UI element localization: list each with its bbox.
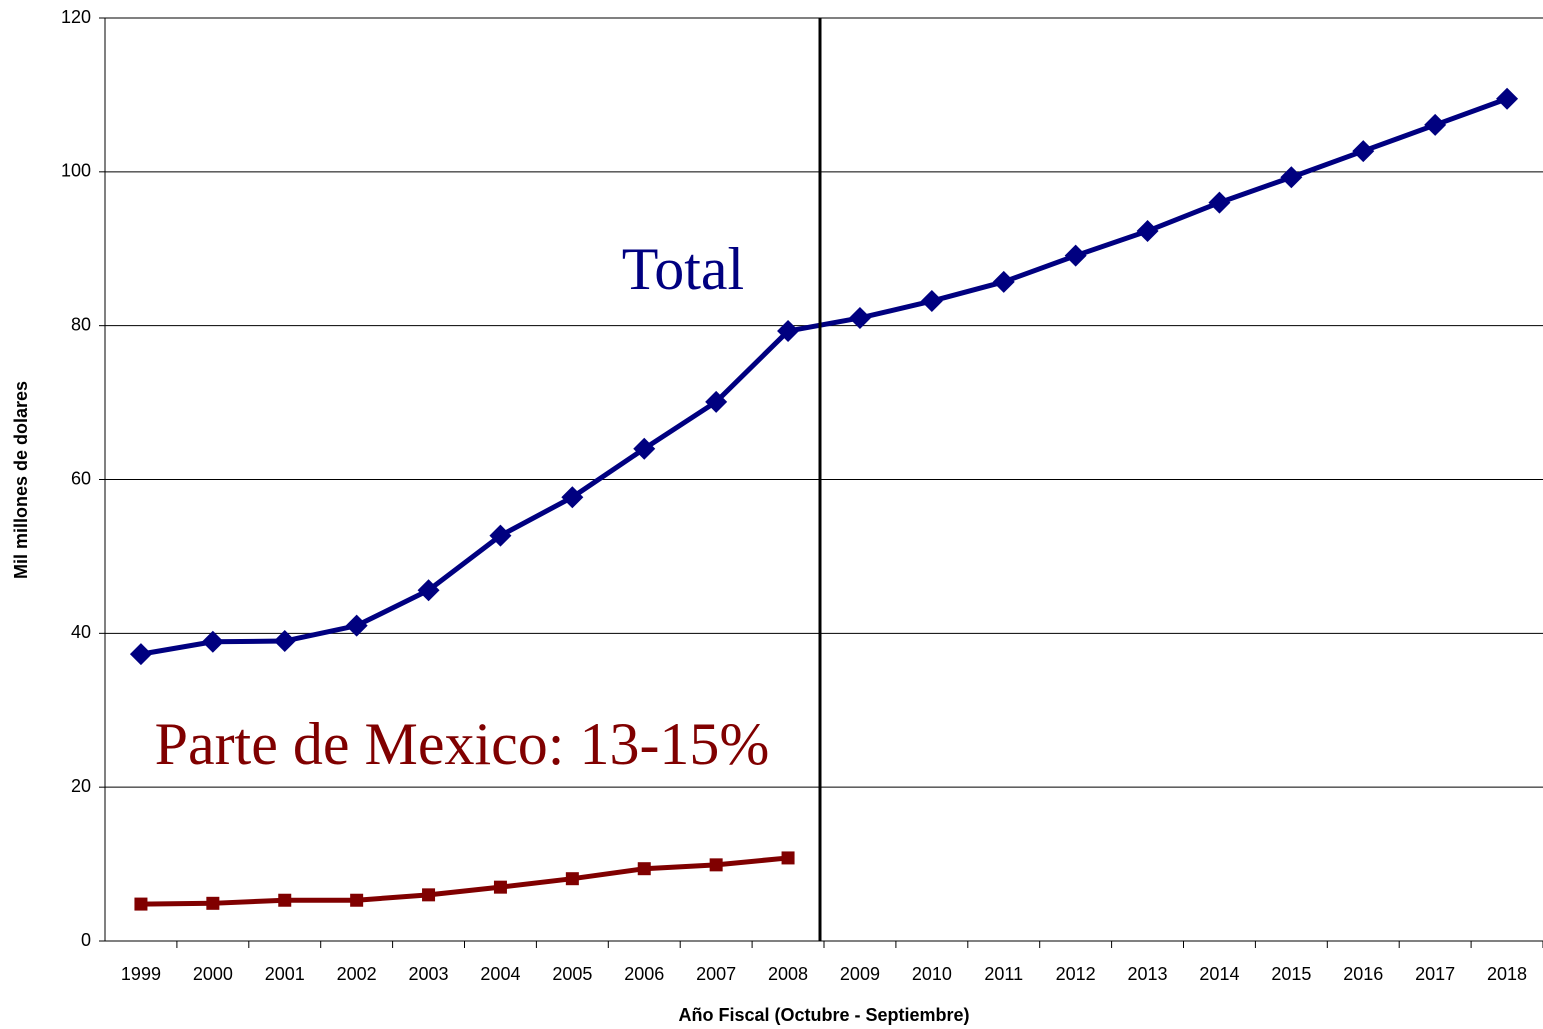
marker — [1352, 140, 1375, 163]
marker — [350, 893, 364, 907]
marker — [561, 486, 584, 509]
x-tick-label: 2005 — [552, 964, 592, 984]
marker — [920, 290, 943, 313]
x-tick-label: 2016 — [1343, 964, 1383, 984]
marker — [781, 851, 795, 865]
x-tick-label: 2009 — [840, 964, 880, 984]
x-tick-label: 2008 — [768, 964, 808, 984]
marker — [1208, 191, 1231, 214]
marker — [129, 643, 152, 666]
y-tick-label: 0 — [81, 930, 91, 950]
marker — [1136, 220, 1159, 243]
marker — [848, 306, 871, 329]
y-tick-label: 40 — [71, 622, 91, 642]
marker — [134, 897, 148, 911]
marker — [417, 579, 440, 602]
marker — [637, 862, 651, 876]
marker — [493, 880, 507, 894]
series-label: Total — [622, 236, 744, 302]
marker — [201, 630, 224, 653]
y-tick-label: 120 — [61, 7, 91, 27]
marker — [705, 390, 728, 413]
marker — [565, 872, 579, 886]
y-tick-label: 60 — [71, 468, 91, 488]
marker — [777, 320, 800, 343]
x-tick-label: 2014 — [1199, 964, 1239, 984]
x-tick-label: 2001 — [265, 964, 305, 984]
x-tick-label: 2015 — [1271, 964, 1311, 984]
series-line — [140, 96, 1508, 657]
x-tick-label: 2012 — [1056, 964, 1096, 984]
marker — [278, 893, 292, 907]
y-tick-label: 80 — [71, 314, 91, 334]
marker — [489, 524, 512, 547]
marker — [992, 270, 1015, 293]
marker — [1064, 244, 1087, 267]
x-tick-label: 2002 — [337, 964, 377, 984]
y-axis-label: Mil millones de dolares — [11, 381, 31, 579]
x-tick-label: 2013 — [1128, 964, 1168, 984]
x-tick-label: 1999 — [121, 964, 161, 984]
marker — [709, 858, 723, 872]
x-axis-label: Año Fiscal (Octubre - Septiembre) — [678, 1005, 969, 1025]
y-tick-label: 20 — [71, 776, 91, 796]
series-label: Parte de Mexico: 13-15% — [155, 711, 770, 777]
marker — [633, 437, 656, 460]
x-tick-label: 2006 — [624, 964, 664, 984]
series-line — [140, 855, 789, 907]
x-tick-label: 2000 — [193, 964, 233, 984]
x-tick-label: 2004 — [480, 964, 520, 984]
x-tick-label: 2017 — [1415, 964, 1455, 984]
marker — [1496, 87, 1519, 110]
marker — [1424, 113, 1447, 136]
x-tick-label: 2011 — [984, 964, 1023, 984]
x-tick-label: 2010 — [912, 964, 952, 984]
marker — [273, 630, 296, 653]
x-tick-label: 2018 — [1487, 964, 1527, 984]
marker — [206, 896, 220, 910]
marker — [345, 614, 368, 637]
marker — [1280, 166, 1303, 189]
x-tick-label: 2003 — [409, 964, 449, 984]
marker — [422, 888, 436, 902]
y-tick-label: 100 — [61, 161, 91, 181]
x-tick-label: 2007 — [696, 964, 736, 984]
